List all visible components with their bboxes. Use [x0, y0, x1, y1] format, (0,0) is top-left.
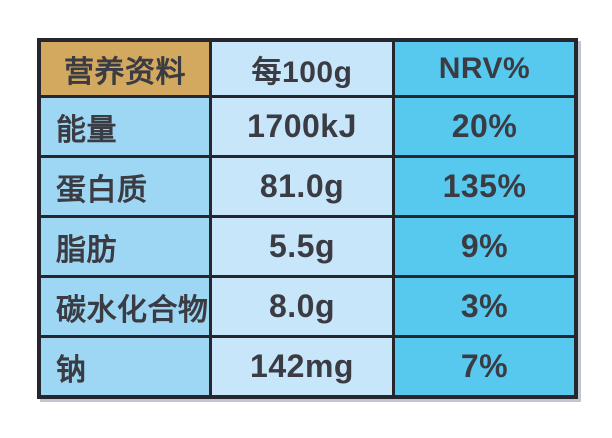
nutrition-facts-table: 营养资料 每100g NRV% 能量 1700kJ 20% 蛋白质 81.0g …: [37, 38, 578, 399]
table-row-energy-label: 能量: [41, 98, 209, 155]
table-row-carbohydrate-label: 碳水化合物: [41, 278, 209, 335]
table-row-protein-label: 蛋白质: [41, 158, 209, 215]
header-cell-per-100g: 每100g: [212, 42, 392, 95]
table-row-protein-nrv: 135%: [395, 158, 574, 215]
table-row-energy-value: 1700kJ: [212, 98, 392, 155]
table-row-carbohydrate-value: 8.0g: [212, 278, 392, 335]
table-row-energy-nrv: 20%: [395, 98, 574, 155]
header-cell-nutrition-info: 营养资料: [41, 42, 209, 95]
table-row-sodium-value: 142mg: [212, 338, 392, 395]
table-row-carbohydrate-nrv: 3%: [395, 278, 574, 335]
table-row-sodium-nrv: 7%: [395, 338, 574, 395]
table-row-sodium-label: 钠: [41, 338, 209, 395]
table-row-protein-value: 81.0g: [212, 158, 392, 215]
table-row-fat-nrv: 9%: [395, 218, 574, 275]
header-cell-nrv-percent: NRV%: [395, 42, 574, 95]
table-row-fat-value: 5.5g: [212, 218, 392, 275]
table-row-fat-label: 脂肪: [41, 218, 209, 275]
